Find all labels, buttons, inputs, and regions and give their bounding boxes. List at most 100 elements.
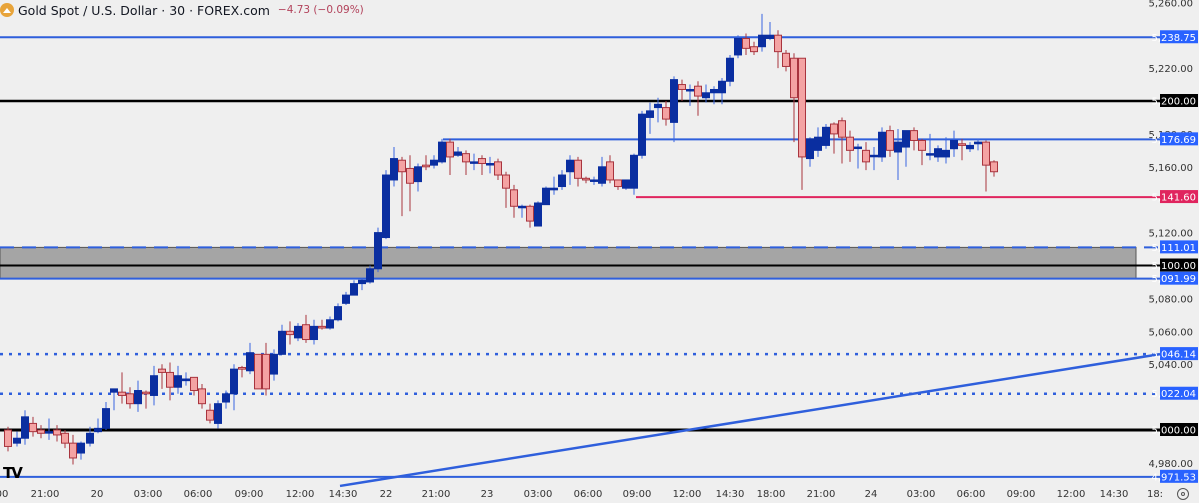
- candle-down: [206, 409, 214, 421]
- candle-down: [694, 85, 702, 97]
- candle-up: [710, 88, 718, 94]
- candle-up: [134, 390, 142, 405]
- candle-down: [614, 179, 622, 188]
- time-axis-tick: 03:00: [907, 489, 936, 500]
- candle-up: [950, 139, 958, 150]
- candle-up: [902, 130, 910, 148]
- candle-down: [910, 130, 918, 141]
- candle-up: [278, 330, 286, 355]
- candle-down: [918, 139, 926, 151]
- candle-up: [294, 325, 302, 339]
- candle-down: [462, 153, 470, 163]
- time-axis-tick: 03:00: [134, 489, 163, 500]
- price-level-label-bg: [1160, 132, 1198, 146]
- candle-up: [590, 179, 598, 182]
- candle-up: [870, 154, 878, 158]
- price-axis-tick: 5,160.00: [1148, 163, 1193, 174]
- time-axis-tick: 03:00: [524, 489, 553, 500]
- time-axis-tick: 14:30: [716, 489, 745, 500]
- candle-up: [430, 159, 438, 166]
- candle-down: [582, 177, 590, 181]
- candle-down: [782, 52, 790, 67]
- time-axis-tick: 14:30: [329, 489, 358, 500]
- price-level-label-bg: [1160, 423, 1198, 436]
- candle-up: [686, 88, 694, 92]
- candle-up: [622, 179, 630, 189]
- candle-up: [598, 166, 606, 184]
- candle-down: [4, 429, 12, 447]
- candle-down: [318, 325, 326, 329]
- candle-up: [326, 319, 334, 329]
- candle-up: [822, 126, 830, 146]
- candle-up: [86, 432, 94, 444]
- trendline[interactable]: [339, 352, 1161, 488]
- candle-down: [742, 37, 750, 49]
- candle-up: [358, 279, 366, 285]
- candle-up: [702, 92, 710, 99]
- candle-up: [854, 146, 862, 150]
- candle-up: [454, 151, 462, 156]
- candle-down: [886, 130, 894, 151]
- candle-down: [446, 141, 454, 158]
- candle-down: [422, 164, 430, 168]
- candle-up: [566, 159, 574, 173]
- candle-up: [974, 141, 982, 145]
- candle-down: [53, 429, 61, 436]
- candle-down: [574, 159, 582, 179]
- candle-down: [398, 159, 406, 173]
- price-level-label: 5,091.99: [1151, 274, 1196, 285]
- symbol-title[interactable]: Gold Spot / U.S. Dollar · 30 · FOREX.com: [18, 2, 270, 18]
- candle-down: [862, 149, 870, 163]
- candle-up: [102, 408, 110, 429]
- price-axis-tick: 5,060.00: [1148, 327, 1193, 338]
- candle-up: [222, 393, 230, 403]
- candle-up: [766, 34, 774, 39]
- candle-up: [734, 37, 742, 56]
- candle-down: [190, 376, 198, 392]
- price-axis-tick: 4,980.00: [1148, 459, 1193, 470]
- time-axis-tick: 20: [91, 489, 104, 500]
- price-level-label: 5,046.14: [1151, 350, 1196, 361]
- price-level-label: 5,238.75: [1151, 33, 1196, 44]
- candle-down: [510, 189, 518, 207]
- candle-up: [174, 375, 182, 388]
- time-axis-tick: 09:00: [623, 489, 652, 500]
- price-axis-tick: 5,260.00: [1148, 0, 1193, 9]
- candle-up: [878, 131, 886, 158]
- price-level-label: 5,100.00: [1151, 261, 1196, 272]
- price-level-label-bg: [1160, 94, 1198, 107]
- candle-up: [926, 153, 934, 156]
- support-zone[interactable]: [0, 246, 1137, 280]
- candle-down: [166, 371, 174, 388]
- price-axis-tick: 5,040.00: [1148, 360, 1193, 371]
- candle-up: [182, 378, 190, 382]
- price-level-label: 5,176.69: [1151, 135, 1196, 146]
- candle-up: [334, 306, 342, 321]
- candle-up: [45, 431, 53, 434]
- gear-icon[interactable]: [1177, 488, 1189, 500]
- candle-down: [61, 432, 69, 444]
- candle-down: [29, 422, 37, 433]
- tradingview-logo-icon[interactable]: TV: [3, 464, 23, 482]
- candle-up: [654, 103, 662, 109]
- candle-up: [670, 79, 678, 123]
- candle-up: [350, 283, 358, 296]
- price-level-label-bg: [1160, 190, 1198, 204]
- candle-up: [438, 141, 446, 163]
- candle-down: [198, 388, 206, 405]
- candle-down: [526, 205, 534, 222]
- candle-down: [958, 143, 966, 146]
- candle-down: [982, 141, 990, 166]
- price-level-label: 5,141.60: [1151, 193, 1196, 204]
- candle-up: [806, 138, 814, 160]
- price-level-label-bg: [1160, 271, 1198, 285]
- price-level-label-bg: [1160, 347, 1198, 361]
- time-axis-tick: 12:00: [286, 489, 315, 500]
- time-axis-tick: 09:00: [235, 489, 264, 500]
- time-axis-tick: 18:00: [757, 489, 786, 500]
- candle-down: [606, 161, 614, 181]
- chart-header: Gold Spot / U.S. Dollar · 30 · FOREX.com…: [0, 0, 364, 20]
- candle-up: [270, 353, 278, 375]
- candle-down: [798, 57, 806, 158]
